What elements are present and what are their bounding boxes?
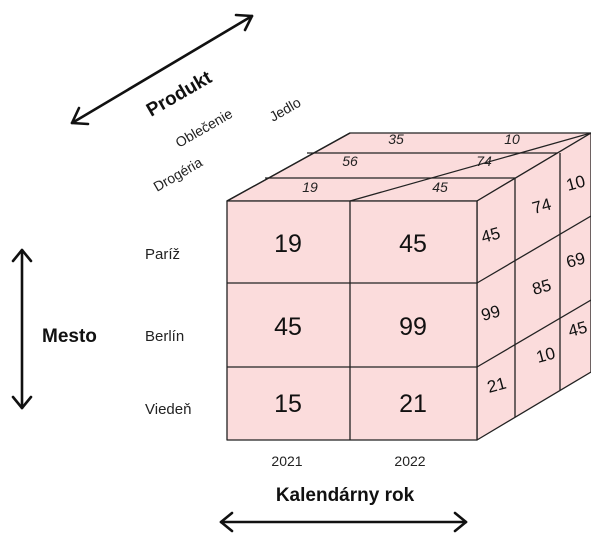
year-axis-title: Kalendárny rok [276,485,415,506]
front-values: 19 45 45 99 15 21 [274,230,427,418]
product-label-oblecenie: Oblečenie [173,105,236,150]
front-cell-value: 21 [399,390,427,418]
top-cell-value: 45 [432,179,448,195]
side-cell-value: 45 [566,318,589,341]
product-label-jedlo: Jedlo [267,94,304,125]
cube-side-face [476,132,591,441]
city-label-berlin: Berlín [145,328,184,345]
side-cell-value: 10 [534,344,557,367]
city-label-pariz: Paríž [145,246,180,263]
top-cell-value: 35 [388,131,404,147]
front-cell-value: 15 [274,390,302,418]
year-label-2021: 2021 [271,453,302,469]
front-cell-value: 99 [399,313,427,341]
side-values: 45 74 10 99 85 69 21 10 45 [479,172,589,397]
side-cell-value: 85 [530,276,553,299]
side-cell-value: 21 [485,374,508,397]
city-axis-title: Mesto [42,326,97,347]
side-cell-value: 69 [564,249,587,272]
top-cell-value: 56 [342,153,358,169]
front-cell-value: 19 [274,230,302,258]
city-axis-arrow [11,248,33,410]
front-cell-value: 45 [274,313,302,341]
top-cell-value: 19 [302,179,318,195]
front-cell-value: 45 [399,230,427,258]
product-axis-arrow [70,13,254,126]
top-cell-value: 10 [504,131,520,147]
side-cell-value: 45 [479,224,502,247]
year-axis-arrow [219,511,468,533]
city-label-viedne: Viedeň [145,401,191,418]
side-cell-value: 99 [479,302,502,325]
year-label-2022: 2022 [394,453,425,469]
side-cell-value: 74 [530,195,553,218]
side-cell-value: 10 [564,172,587,195]
cube-front-face [226,200,478,441]
top-values: 19 45 56 74 35 10 [302,131,520,195]
product-label-drogeria: Drogéria [151,154,206,195]
top-cell-value: 74 [476,153,492,169]
